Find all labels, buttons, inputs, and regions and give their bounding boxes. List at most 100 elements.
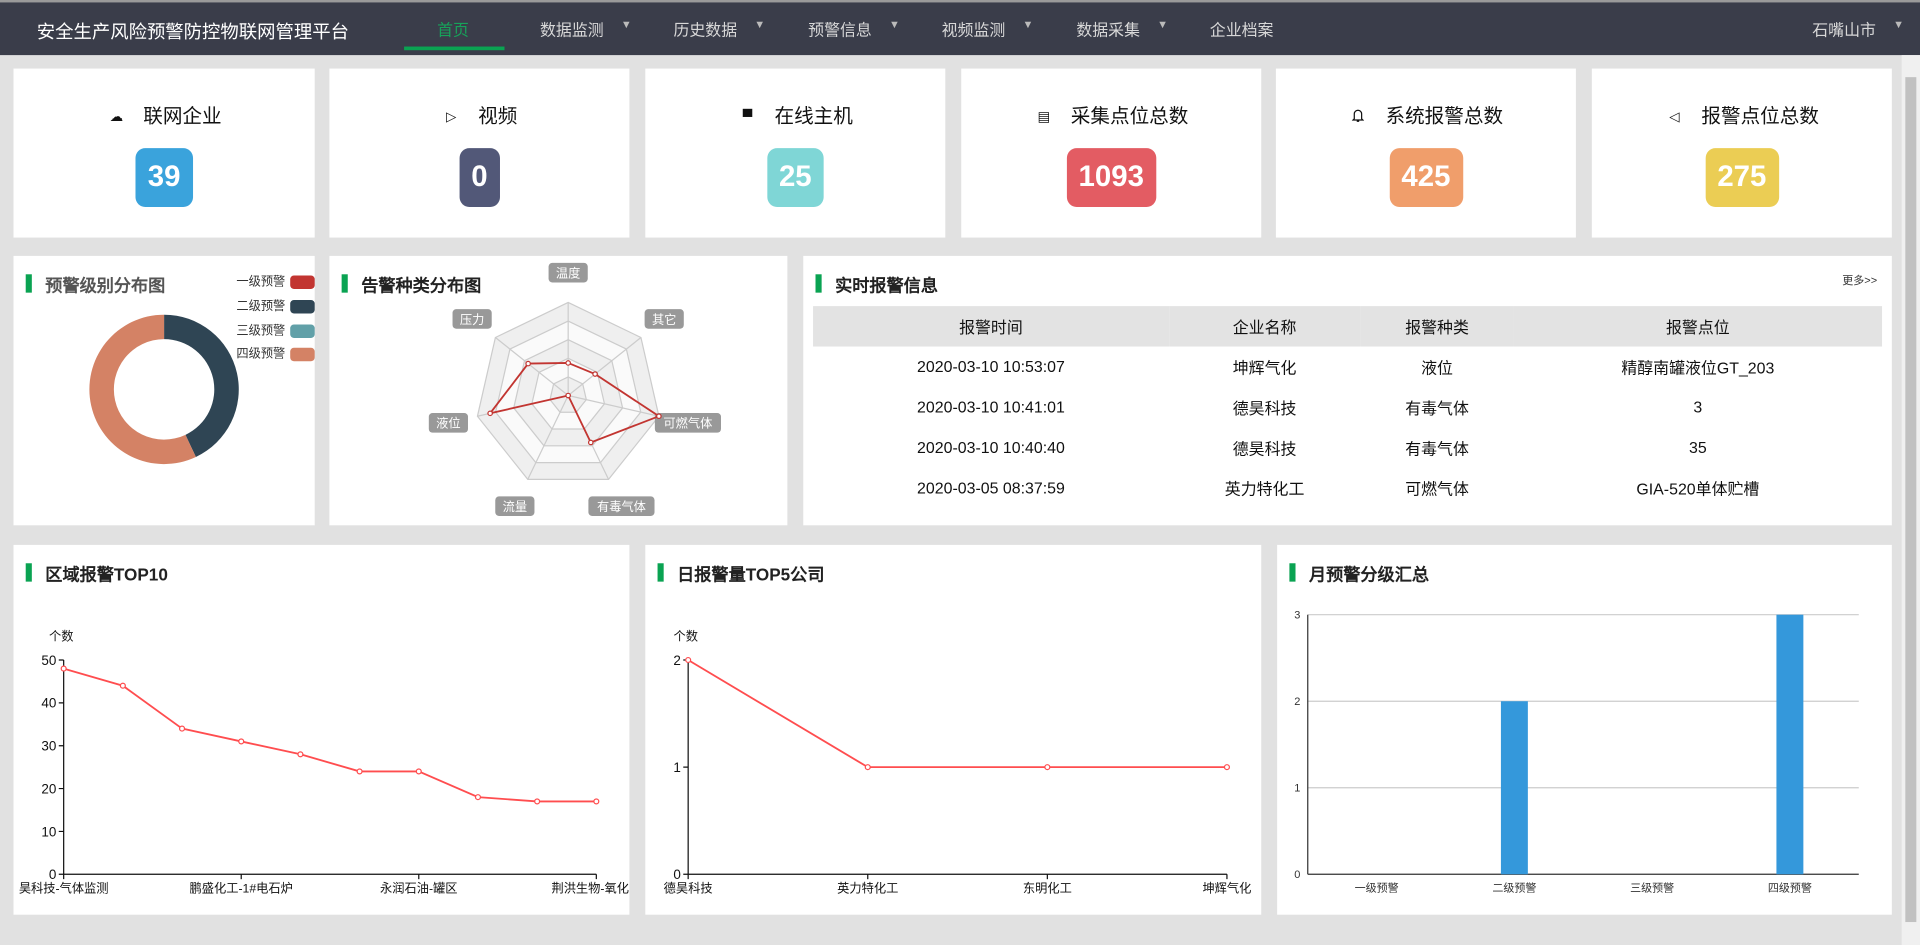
data-point bbox=[119, 682, 126, 689]
legend-item[interactable]: 三级预警 bbox=[217, 320, 315, 338]
bell-icon bbox=[1349, 108, 1369, 126]
y-axis-label: 个数 bbox=[673, 628, 697, 643]
stat-label: 联网企业 bbox=[143, 106, 222, 128]
cell-time: 2020-03-10 10:53:07 bbox=[917, 357, 1065, 376]
radar-label-bg bbox=[588, 496, 655, 516]
region-selector[interactable]: 石嘴山市 ▼ bbox=[1812, 17, 1904, 40]
stat-card-alarm-points[interactable]: ◁ 报警点位总数 275 bbox=[1591, 68, 1892, 238]
radar-axis bbox=[495, 337, 569, 396]
chart-title: 日报警量TOP5公司 bbox=[657, 562, 824, 586]
stat-label: 报警点位总数 bbox=[1701, 106, 1819, 128]
data-point bbox=[1223, 764, 1231, 771]
chart-title: 告警种类分布图 bbox=[341, 273, 481, 297]
radar-point bbox=[587, 439, 594, 446]
legend-item[interactable]: 二级预警 bbox=[217, 295, 315, 313]
radar-indicator-label: 可燃气体 bbox=[663, 416, 712, 431]
stat-value: 275 bbox=[1705, 148, 1779, 207]
y-tick-label: 40 bbox=[41, 696, 56, 711]
caret-down-icon: ▼ bbox=[1893, 18, 1905, 31]
y-tick-label: 0 bbox=[673, 867, 680, 882]
radar-label-bg bbox=[644, 309, 684, 329]
x-tick-label: 东明化工 bbox=[1023, 882, 1072, 896]
caret-down-icon: ▼ bbox=[1022, 18, 1034, 31]
nav-label: 首页 bbox=[437, 20, 469, 40]
stat-card-system-alarms[interactable]: 系统报警总数 425 bbox=[1275, 68, 1576, 238]
x-tick-label: 德昊科技 bbox=[664, 881, 713, 896]
data-point bbox=[415, 768, 422, 775]
nav-video-monitoring[interactable]: 视频监测 ▼ bbox=[942, 17, 1034, 40]
y-axis-label: 个数 bbox=[49, 628, 73, 643]
nav-data-collection[interactable]: 数据采集 ▼ bbox=[1076, 17, 1168, 40]
stat-label: 采集点位总数 bbox=[1070, 106, 1189, 128]
legend-item[interactable]: 四级预警 bbox=[217, 343, 315, 361]
legend-item[interactable]: 一级预警 bbox=[217, 271, 315, 289]
cell-type: 有毒气体 bbox=[1405, 439, 1469, 458]
radar-axis bbox=[567, 337, 642, 396]
alarm-table: 报警时间 企业名称 报警种类 报警点位 2020-03-10 10:53:07 坤… bbox=[813, 306, 1883, 508]
data-point bbox=[297, 751, 304, 758]
cell-company: 英力特化工 bbox=[1224, 480, 1305, 499]
x-tick-label: 二级预警 bbox=[1492, 880, 1536, 894]
stat-card-online-hosts[interactable]: ▀ 在线主机 25 bbox=[645, 68, 946, 238]
stat-card-networked-enterprises[interactable]: ☁ 联网企业 39 bbox=[13, 68, 315, 238]
radar-indicator-label: 液位 bbox=[436, 416, 460, 431]
cell-company: 坤辉气化 bbox=[1232, 358, 1297, 378]
monthly-summary-card: 月预警分级汇总 0 1 2 3 一级预警 二级预警 三级预警 四级预警 bbox=[1277, 544, 1892, 915]
table-row[interactable]: 2020-03-05 08:37:59 英力特化工 可燃气体 GIA-520单体贮槽 bbox=[813, 468, 1882, 508]
data-point bbox=[356, 768, 363, 775]
y-tick-label: 1 bbox=[1294, 782, 1300, 794]
stat-label: 系统报警总数 bbox=[1385, 106, 1504, 128]
chart-title: 月预警分级汇总 bbox=[1289, 562, 1429, 586]
donut-chart bbox=[89, 314, 239, 465]
stat-label: 在线主机 bbox=[774, 106, 853, 128]
cell-point: 35 bbox=[1688, 438, 1707, 457]
radar-label-bg bbox=[428, 413, 468, 433]
section-title: 实时报警信息 bbox=[815, 273, 938, 297]
vertical-scrollbar[interactable] bbox=[1901, 55, 1920, 945]
radar-axis bbox=[527, 395, 569, 480]
y-tick-label: 10 bbox=[41, 824, 56, 839]
warning-level-chart-card: 预警级别分布图 一级预警 二级预警 三级预警 四级预警 bbox=[13, 255, 315, 526]
scrollbar-thumb[interactable] bbox=[1905, 77, 1917, 923]
stat-card-video[interactable]: ▷ 视频 0 bbox=[329, 68, 630, 238]
x-tick-label: 英力特化工 bbox=[837, 881, 898, 896]
stat-card-collection-points[interactable]: ▤ 采集点位总数 1093 bbox=[961, 68, 1262, 238]
cell-type: 可燃气体 bbox=[1405, 480, 1469, 499]
window-icon: ▀ bbox=[742, 109, 753, 125]
table-row[interactable]: 2020-03-10 10:53:07 坤辉气化 液位 精醇南罐液位GT_203 bbox=[813, 347, 1882, 387]
cell-type: 有毒气体 bbox=[1405, 399, 1469, 418]
more-link[interactable]: 更多>> bbox=[1842, 274, 1878, 287]
radar-series-line bbox=[487, 362, 661, 444]
nav-home[interactable]: 首页 bbox=[437, 17, 469, 40]
nav-warning-info[interactable]: 预警信息 ▼ bbox=[808, 17, 900, 40]
nav-history-data[interactable]: 历史数据 ▼ bbox=[673, 17, 765, 40]
caret-down-icon: ▼ bbox=[1157, 18, 1169, 31]
table-header-row: 报警时间 企业名称 报警种类 报警点位 bbox=[813, 306, 1883, 347]
nav-enterprise-archive[interactable]: 企业档案 bbox=[1210, 17, 1274, 40]
donut-slice bbox=[89, 314, 196, 465]
nav-label: 视频监测 bbox=[941, 20, 1006, 40]
column-header: 报警点位 bbox=[1513, 306, 1883, 347]
radar-point bbox=[525, 360, 531, 367]
nav-label: 历史数据 bbox=[673, 20, 738, 40]
caret-down-icon: ▼ bbox=[620, 18, 632, 31]
data-point bbox=[178, 725, 186, 732]
x-tick-label: 鹏盛化工-1#电石炉 bbox=[190, 881, 293, 896]
x-tick-label: 四级预警 bbox=[1768, 880, 1812, 894]
stat-label: 视频 bbox=[478, 106, 518, 128]
region-label: 石嘴山市 bbox=[1812, 20, 1876, 40]
realtime-alarm-card: 实时报警信息 更多>> 报警时间 企业名称 报警种类 报警点位 2020-03-… bbox=[803, 255, 1892, 526]
table-row[interactable]: 2020-03-10 10:40:40 德昊科技 有毒气体 35 bbox=[813, 427, 1882, 467]
nav-label: 企业档案 bbox=[1209, 20, 1274, 40]
series-line bbox=[687, 659, 1227, 769]
table-row[interactable]: 2020-03-10 10:41:01 德昊科技 有毒气体 3 bbox=[813, 387, 1882, 427]
clipboard-icon: ▤ bbox=[1037, 110, 1051, 126]
nav-data-monitoring[interactable]: 数据监测 ▼ bbox=[540, 17, 632, 40]
y-tick-label: 0 bbox=[1294, 869, 1300, 881]
cell-point: 精醇南罐液位GT_203 bbox=[1621, 358, 1775, 378]
cell-time: 2020-03-05 08:37:59 bbox=[917, 478, 1065, 498]
alarm-type-chart-card: 告警种类分布图 温度 其它 可燃气体 有毒气体 流量 液位 压力 bbox=[329, 255, 788, 526]
daily-top5-card: 日报警量TOP5公司 个数 0 1 2 德昊科技 英力特化工 东明化工 坤辉气化 bbox=[645, 544, 1262, 915]
data-point bbox=[474, 794, 482, 801]
